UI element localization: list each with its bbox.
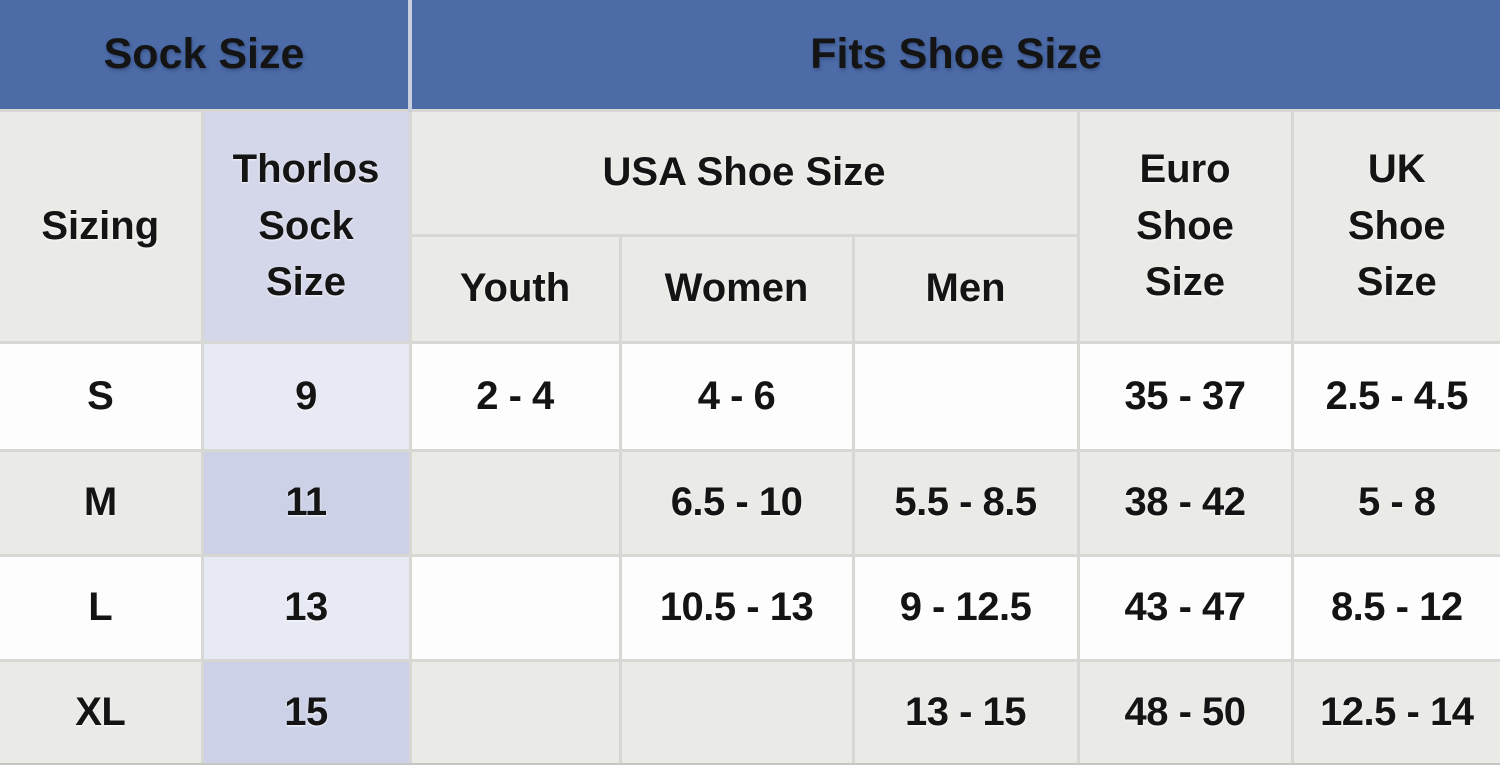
cell-xl-uk: 12.5 - 14 [1290,658,1500,765]
cell-s-sizing: S [0,340,204,452]
column-header-euro-shoe-size: Euro Shoe Size [1076,108,1294,344]
table-row-m: M 11 6.5 - 10 5.5 - 8.5 38 - 42 5 - 8 [0,448,1500,557]
cell-xl-sizing: XL [0,658,204,765]
cell-s-men [851,340,1080,452]
cell-l-euro: 43 - 47 [1076,553,1294,662]
cell-m-uk: 5 - 8 [1290,448,1500,557]
cell-l-sizing: L [0,553,204,662]
cell-xl-women [618,658,855,765]
table-row-s: S 9 2 - 4 4 - 6 35 - 37 2.5 - 4.5 [0,340,1500,452]
cell-l-men: 9 - 12.5 [851,553,1080,662]
cell-l-uk: 8.5 - 12 [1290,553,1500,662]
cell-xl-men: 13 - 15 [851,658,1080,765]
group-header-sock-size: Sock Size [0,0,413,112]
cell-xl-youth [408,658,622,765]
column-header-sizing: Sizing [0,108,204,344]
column-header-youth: Youth [410,233,622,344]
cell-s-uk: 2.5 - 4.5 [1290,340,1500,452]
column-header-thorlos-sock-size: Thorlos Sock Size [200,108,412,344]
cell-m-men: 5.5 - 8.5 [851,448,1080,557]
column-header-women: Women [618,233,855,344]
cell-m-women: 6.5 - 10 [618,448,855,557]
cell-s-women: 4 - 6 [618,340,855,452]
cell-s-youth: 2 - 4 [408,340,622,452]
column-header-usa-shoe-size: USA Shoe Size [408,108,1080,237]
group-header-fits-shoe-size: Fits Shoe Size [408,0,1500,112]
column-header-euro-label: Euro Shoe Size [1136,146,1234,305]
cell-m-youth [408,448,622,557]
cell-m-thorlos: 11 [200,448,412,557]
table-row-l: L 13 10.5 - 13 9 - 12.5 43 - 47 8.5 - 12 [0,553,1500,662]
cell-m-sizing: M [0,448,204,557]
cell-l-women: 10.5 - 13 [618,553,855,662]
cell-l-youth [408,553,622,662]
cell-s-thorlos: 9 [200,340,412,452]
cell-l-thorlos: 13 [200,553,412,662]
column-header-uk-label: UK Shoe Size [1347,146,1446,305]
cell-xl-thorlos: 15 [200,658,412,765]
cell-xl-euro: 48 - 50 [1076,658,1294,765]
table-row-xl: XL 15 13 - 15 48 - 50 12.5 - 14 [0,658,1500,765]
column-header-thorlos-label: Thorlos Sock Size [232,146,380,305]
column-header-uk-shoe-size: UK Shoe Size [1290,108,1500,344]
column-header-men: Men [851,233,1079,344]
cell-s-euro: 35 - 37 [1076,340,1294,452]
cell-m-euro: 38 - 42 [1076,448,1294,557]
